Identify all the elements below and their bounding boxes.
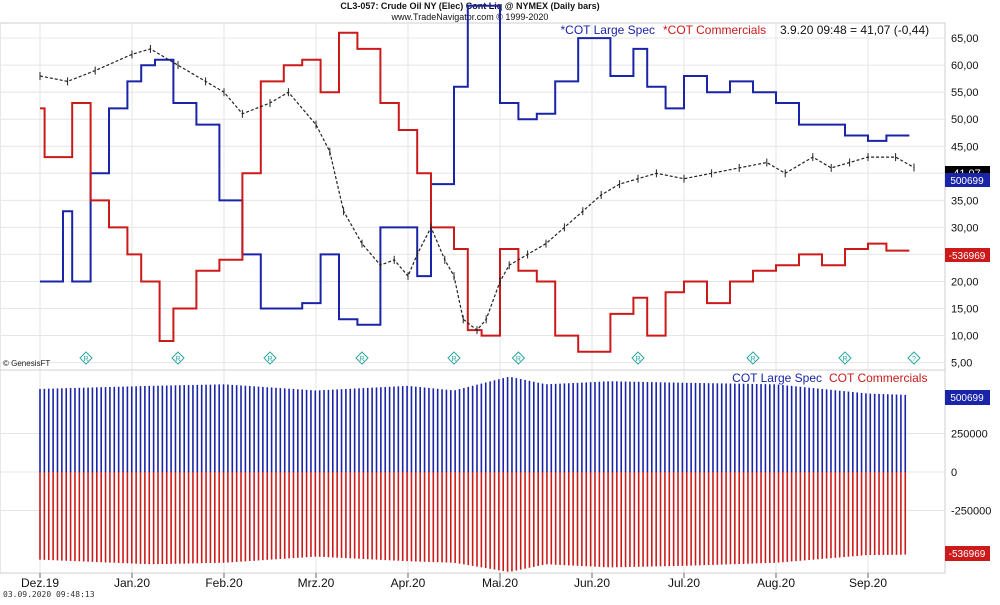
price-tick-label: 65,00 xyxy=(951,33,979,45)
event-marker[interactable] xyxy=(79,351,93,365)
lower-legend-commercials: COT Commercials xyxy=(829,371,927,385)
price-tick-label: 5,00 xyxy=(951,358,972,370)
price-tick-label: 15,00 xyxy=(951,304,979,316)
price-axis: 65,0060,0055,0050,0045,0040,0035,0030,00… xyxy=(951,33,979,369)
date-label: Jun.20 xyxy=(574,576,610,590)
cot-tick-label: 0 xyxy=(951,467,957,479)
lower-large-spec-tag xyxy=(945,390,990,405)
large-spec-tag xyxy=(945,173,990,187)
event-marker-glyph: R xyxy=(842,356,847,363)
event-marker[interactable] xyxy=(263,351,277,365)
footer-timestamp: 03.09.2020 09:48:13 xyxy=(3,590,95,599)
event-marker[interactable] xyxy=(838,351,852,365)
lower-commercials-tag-label: -536969 xyxy=(949,549,986,560)
date-label: Sep.20 xyxy=(849,576,887,590)
quote-text: 3.9.20 09:48 = 41,07 (-0,44) xyxy=(780,23,929,37)
event-marker-glyph: R xyxy=(750,356,755,363)
event-marker[interactable] xyxy=(447,351,461,365)
copyright-text: www.TradeNavigator.com © 1999-2020 xyxy=(391,12,549,22)
date-label: Jan.20 xyxy=(114,576,150,590)
price-tick-label: 35,00 xyxy=(951,195,979,207)
price-panel xyxy=(0,22,946,371)
legend-large-spec: *COT Large Spec xyxy=(561,23,656,37)
date-label: Apr.20 xyxy=(391,576,426,590)
legend-commercials: *COT Commercials xyxy=(663,23,766,37)
date-label: Feb.20 xyxy=(205,576,243,590)
price-tick-label: 55,00 xyxy=(951,87,979,99)
lower-large-spec-tag-label: 500699 xyxy=(950,393,984,404)
date-label: Dez.19 xyxy=(21,576,59,590)
event-markers[interactable]: R R R R R R R R R? xyxy=(79,351,921,365)
date-label: Mrz.20 xyxy=(298,576,335,590)
price-tick-label: 60,00 xyxy=(951,60,979,72)
cot-tick-label: 250000 xyxy=(951,429,988,441)
event-marker[interactable] xyxy=(907,351,921,365)
lower-legend-large-spec: COT Large Spec xyxy=(732,371,822,385)
event-marker-glyph: R xyxy=(175,356,180,363)
date-label: Jul.20 xyxy=(668,576,700,590)
date-label: Mai.20 xyxy=(482,576,518,590)
price-tick-label: 10,00 xyxy=(951,331,979,343)
price-tick-label: 30,00 xyxy=(951,222,979,234)
event-marker[interactable] xyxy=(631,351,645,365)
large-spec-tag-label: 500699 xyxy=(950,176,984,187)
date-axis: Dez.19 Jan.20 Feb.20 Mrz.20 Apr.20 Mai.20 Jun.… xyxy=(21,573,887,590)
price-line xyxy=(39,48,915,331)
event-marker[interactable] xyxy=(171,351,185,365)
event-marker-glyph: R xyxy=(516,356,521,363)
event-marker-glyph: R xyxy=(451,356,456,363)
price-tick-label: 20,00 xyxy=(951,276,979,288)
event-marker[interactable] xyxy=(355,351,369,365)
event-marker[interactable] xyxy=(511,351,526,365)
event-marker-glyph: R xyxy=(83,356,88,363)
commercials-tag-label: -536969 xyxy=(949,251,986,262)
cot-tick-label: -250000 xyxy=(951,505,991,517)
genesis-watermark: © GenesisFT xyxy=(3,359,50,368)
price-series-group xyxy=(39,4,915,353)
event-marker-glyph: R xyxy=(635,356,640,363)
cot-bars xyxy=(39,377,907,572)
event-marker-glyph: R xyxy=(267,356,272,363)
lower-commercials-tag xyxy=(945,546,990,561)
event-marker-glyph: ? xyxy=(912,356,916,363)
commercials-line xyxy=(40,31,910,353)
price-tick-label: 45,00 xyxy=(951,141,979,153)
large-spec-line xyxy=(40,4,910,326)
commercials-tag xyxy=(945,248,990,262)
cot-axis: 250000 0 -250000 xyxy=(951,429,991,518)
event-marker-glyph: R xyxy=(359,356,364,363)
price-tick-label: 50,00 xyxy=(951,114,979,126)
date-label: Aug.20 xyxy=(757,576,795,590)
event-marker[interactable] xyxy=(746,351,760,365)
